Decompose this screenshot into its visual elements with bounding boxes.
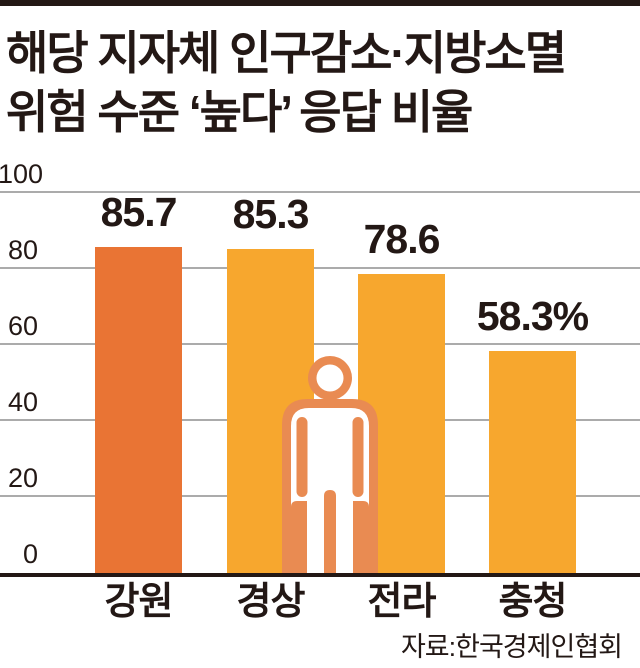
y-tick-label-40: 40	[7, 387, 38, 417]
category-label-전라: 전라	[367, 581, 437, 623]
bar-value-label-충청: 58.3%	[476, 293, 589, 340]
person-icon	[282, 356, 378, 573]
chart-title: 해당 지자체 인구감소·지방소멸 위험 수준 ‘높다’ 응답 비율	[6, 24, 636, 142]
source-credit: 자료:한국경제인협회	[400, 632, 623, 662]
chart-title-line1: 해당 지자체 인구감소·지방소멸	[6, 27, 567, 79]
y-tick-label-0: 0	[22, 539, 38, 569]
bar-value-label-경상: 85.3	[232, 190, 310, 237]
y-tick-label-100: 100	[0, 159, 44, 189]
gridline-60	[0, 343, 640, 345]
bar-강원	[95, 247, 182, 573]
category-label-경상: 경상	[236, 581, 306, 623]
y-tick-label-20: 20	[7, 463, 38, 493]
top-rule-bar	[0, 0, 640, 6]
y-tick-label-80: 80	[7, 235, 38, 265]
gridline-100	[0, 191, 640, 193]
bar-충청	[489, 351, 576, 573]
category-label-강원: 강원	[104, 581, 174, 623]
y-tick-label-60: 60	[7, 311, 38, 341]
category-label-충청: 충청	[498, 581, 568, 623]
x-axis-baseline	[0, 573, 640, 577]
bar-value-label-강원: 85.7	[100, 189, 178, 236]
gridline-80	[0, 267, 640, 269]
chart-title-line2: 위험 수준 ‘높다’ 응답 비율	[6, 86, 473, 138]
bar-value-label-전라: 78.6	[363, 216, 441, 263]
